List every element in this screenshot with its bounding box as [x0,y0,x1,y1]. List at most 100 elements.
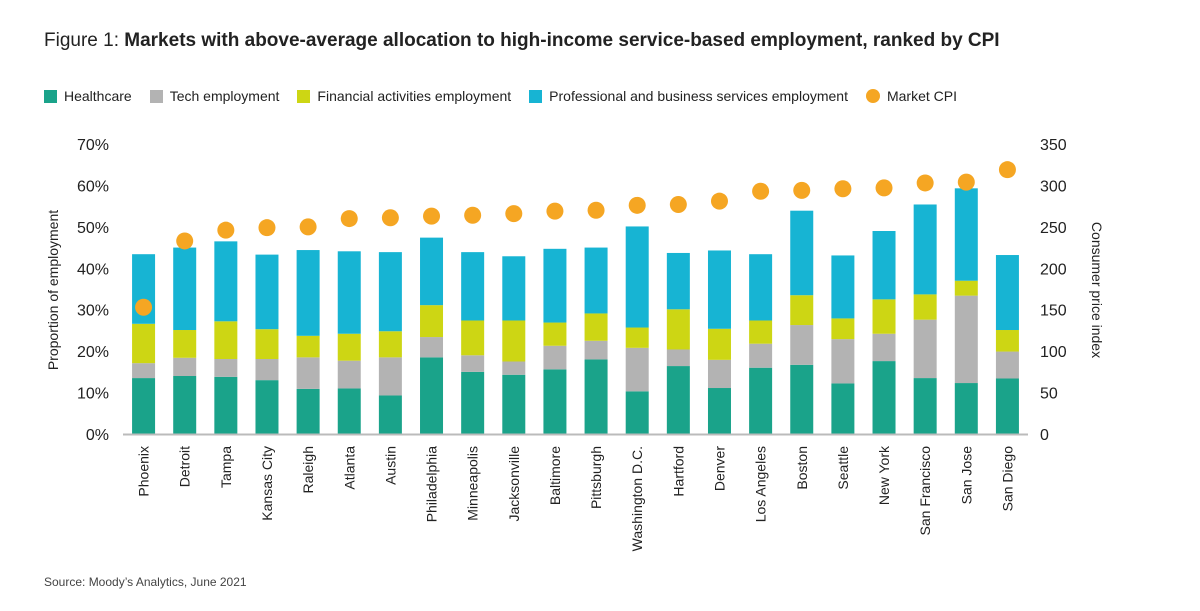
bar-professional [707,250,731,329]
bar-tech [790,325,814,365]
bar-professional [995,255,1019,331]
bar-professional [831,255,855,319]
y-tick-label: 10% [77,386,109,403]
cpi-dot [464,206,482,224]
bar-tech [707,359,731,389]
bar-financial [543,322,567,346]
bar-healthcare [584,359,608,434]
bar-healthcare [872,361,896,434]
bar-healthcare [378,395,402,434]
x-tick-label: San Jose [958,446,974,505]
cpi-dot [423,207,441,225]
bar-financial [502,320,526,362]
bar-professional [173,247,197,331]
bar-financial [255,329,279,360]
legend-swatch-financial [297,89,311,103]
legend-swatch-tech [149,89,163,103]
bar-healthcare [995,378,1019,434]
bar-professional [255,254,279,330]
x-tick-label: Denver [711,446,727,491]
bar-tech [255,359,279,381]
bar-professional [214,241,238,322]
bar-healthcare [132,378,156,434]
bar-tech [584,340,608,360]
x-tick-label: Atlanta [341,446,357,490]
bar-financial [666,309,690,350]
bar-financial [625,327,649,348]
bar-tech [337,360,361,389]
x-tick-label: San Diego [999,446,1015,512]
bar-tech [995,351,1019,379]
y2-axis-label: Consumer price index [1089,222,1105,358]
bar-professional [543,248,567,323]
legend-label: Financial activities employment [317,88,512,104]
bar-healthcare [502,374,526,434]
bar-tech [378,357,402,396]
bar-healthcare [954,383,978,434]
bar-healthcare [666,366,690,434]
bar-professional [790,210,814,296]
x-tick-label: Washington D.C. [629,446,645,551]
cpi-dot [628,196,646,214]
bar-financial [872,299,896,334]
cpi-dot [258,219,276,237]
cpi-dot [217,221,235,239]
bar-financial [378,331,402,358]
bar-financial [749,320,773,344]
legend-item-professional: Professional and business services emplo… [529,88,848,104]
y-tick-label: 40% [77,261,109,278]
bar-healthcare [420,357,444,434]
x-tick-label: Philadelphia [424,446,440,522]
y-axis-label: Proportion of employment [45,210,61,370]
bar-professional [502,256,526,321]
cpi-dot [916,174,934,192]
bar-financial [461,320,485,356]
bar-healthcare [913,378,937,434]
bar-healthcare [749,367,773,434]
y-tick-label: 30% [77,303,109,320]
bar-tech [502,361,526,375]
x-tick-label: Raleigh [300,446,316,493]
bar-professional [296,250,320,336]
axes: Phoenix Detroit Tampa Kansas City Raleigh Atl… [77,137,1067,551]
bar-tech [625,347,649,392]
bar-professional [461,252,485,321]
bar-tech [214,359,238,377]
legend-swatch-professional [529,89,543,103]
x-tick-label: Baltimore [547,446,563,505]
bar-tech [872,333,896,362]
bar-tech [954,295,978,384]
bar-healthcare [255,380,279,434]
bar-financial [173,330,197,358]
bar-financial [831,318,855,340]
bar-professional [584,247,608,314]
y-tick-label: 0% [86,427,109,444]
bar-tech [831,339,855,384]
bar-healthcare [831,383,855,434]
cpi-dot [176,232,194,250]
bar-tech [666,349,690,367]
legend-item-healthcare: Healthcare [44,88,132,104]
bar-tech [749,343,773,368]
x-tick-label: Detroit [177,446,193,487]
bar-healthcare [707,388,731,434]
x-tick-label: New York [876,445,892,505]
bar-financial [707,328,731,360]
bar-financial [584,313,608,341]
y2-tick-label: 0 [1040,427,1049,444]
bar-healthcare [337,388,361,434]
bar-professional [337,251,361,334]
bar-tech [913,319,937,379]
bar-financial [995,330,1019,352]
bar-professional [954,188,978,281]
legend-marker-cpi [865,89,880,103]
cpi-dot [793,181,811,199]
bar-financial [420,305,444,338]
bar-professional [378,252,402,332]
cpi-dot [875,179,893,197]
bar-healthcare [625,391,649,434]
y2-tick-label: 250 [1040,220,1067,237]
legend-item-financial: Financial activities employment [297,88,511,104]
x-tick-label: Tampa [218,446,234,488]
